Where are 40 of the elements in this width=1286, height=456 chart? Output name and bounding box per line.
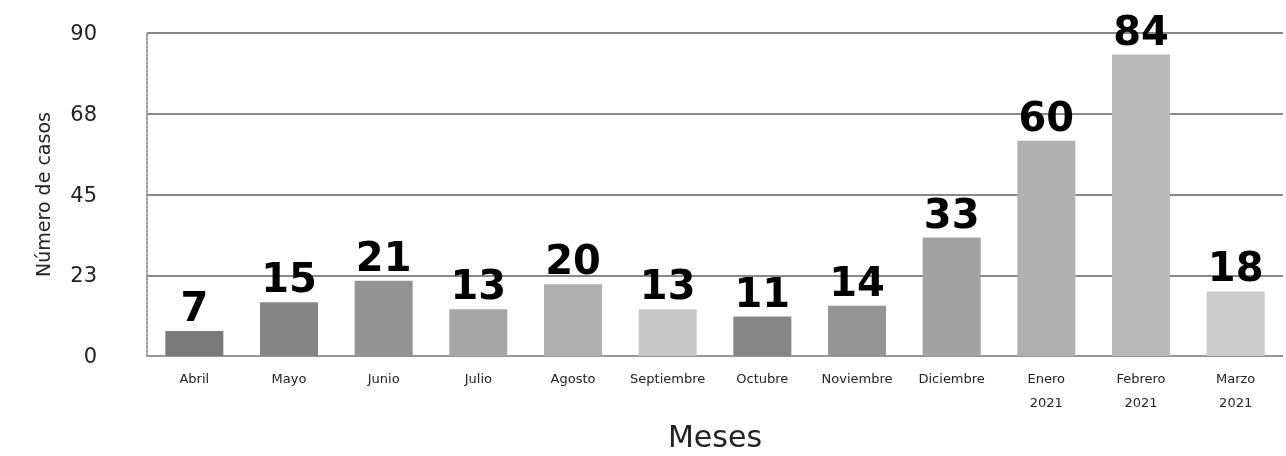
bar [1112,54,1170,356]
x-tick-label: Octubre [736,370,789,386]
y-tick-label: 90 [70,21,97,45]
x-tick-label: Enero 2021 [1027,370,1066,410]
data-label: 7 [180,283,209,330]
x-tick-label: Abril [179,370,210,386]
y-tick-label: 0 [83,344,97,368]
x-tick-label: Diciembre [918,370,985,386]
data-label: 84 [1113,7,1169,54]
x-tick-label: Noviembre [821,370,893,386]
data-label: 20 [545,237,601,284]
x-tick-label: Agosto [550,370,596,386]
x-tick-label: Julio [463,370,492,386]
data-label: 11 [734,269,791,316]
y-axis-title: Número de casos [31,112,54,277]
data-label: 13 [450,262,507,309]
bar [544,284,602,356]
data-label: 21 [355,233,412,280]
bar [165,330,224,356]
bar [733,316,792,356]
bar [449,309,508,356]
x-tick-label: Junio [366,370,400,386]
data-label: 15 [261,255,317,302]
data-label: 18 [1207,244,1264,291]
x-tick-label: Marzo 2021 [1216,370,1256,410]
data-label: 33 [923,190,980,237]
data-label: 60 [1018,93,1075,140]
x-tick-label: Septiembre [630,370,706,386]
data-label: 14 [829,258,885,305]
y-tick-label: 68 [70,101,97,126]
bar [638,309,697,356]
y-tick-label: 45 [70,182,97,207]
data-label: 13 [639,262,696,309]
x-tick-label: Mayo [271,370,307,386]
bar [260,302,318,356]
x-axis-title: Meses [667,418,763,454]
y-tick-label: 23 [70,263,97,288]
bar [1017,140,1076,356]
bar [1206,291,1265,356]
x-tick-label: Febrero 2021 [1116,370,1166,410]
